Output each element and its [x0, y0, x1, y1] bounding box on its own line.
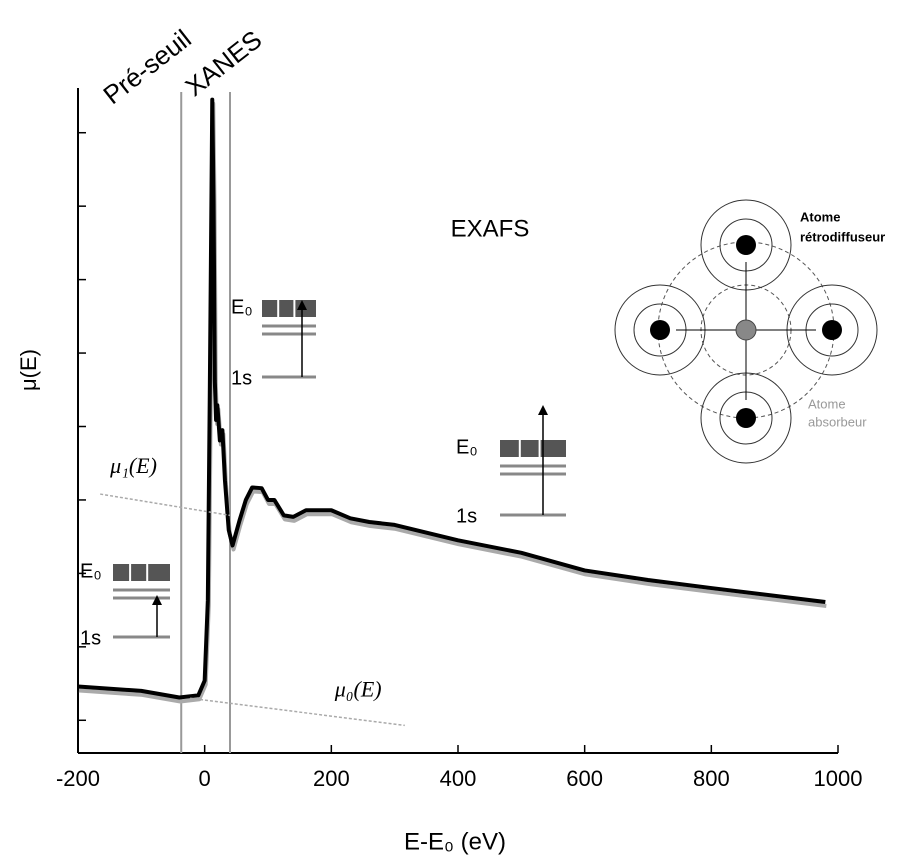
atom-label: Atome — [800, 209, 840, 224]
x-tick-label: 600 — [566, 766, 603, 791]
line-label: μ₀(E) — [334, 676, 382, 701]
line — [100, 493, 231, 517]
level-label: 1s — [231, 367, 252, 389]
x-tick-label: 1000 — [814, 766, 863, 791]
level-diagram: E₀ 1s — [80, 560, 170, 649]
atom-label: rétrodiffuseur — [800, 229, 885, 244]
arrow-head — [538, 405, 548, 415]
x-axis-label: E-E₀ (eV) — [404, 828, 506, 855]
line-shadow — [78, 101, 827, 704]
atom-label: absorbeur — [808, 414, 867, 429]
line — [190, 697, 405, 727]
level-label: 1s — [456, 505, 477, 527]
level-band — [113, 564, 170, 581]
level-label: E₀ — [231, 296, 253, 318]
backscatter-atom — [736, 408, 756, 428]
backscatter-atom — [736, 235, 756, 255]
line-label: μ₁(E) — [109, 453, 157, 478]
level-label: E₀ — [80, 560, 102, 582]
arrow-head — [152, 595, 162, 605]
arrow-head — [297, 300, 307, 310]
level-diagram: E₀ 1s — [456, 405, 566, 527]
level-label: E₀ — [456, 436, 478, 458]
x-tick-label: 800 — [693, 766, 730, 791]
x-tick-label: 400 — [440, 766, 477, 791]
x-tick-label: -200 — [56, 766, 100, 791]
backscatter-atom — [650, 320, 670, 340]
x-tick-label: 0 — [199, 766, 211, 791]
level-label: 1s — [80, 627, 101, 649]
backscatter-atom — [822, 320, 842, 340]
scattering-diagram: Atome rétrodiffuseur Atome absorbeur — [614, 199, 885, 464]
x-tick-label: 200 — [313, 766, 350, 791]
region-label: XANES — [179, 24, 267, 102]
atom-label: Atome — [808, 396, 846, 411]
absorber-atom — [735, 319, 757, 341]
line — [77, 97, 826, 700]
level-band — [262, 300, 316, 317]
level-band — [500, 440, 566, 457]
y-axis-label: μ(E) — [16, 349, 41, 391]
region-label: EXAFS — [451, 215, 530, 242]
level-diagram: E₀ 1s — [231, 296, 316, 389]
